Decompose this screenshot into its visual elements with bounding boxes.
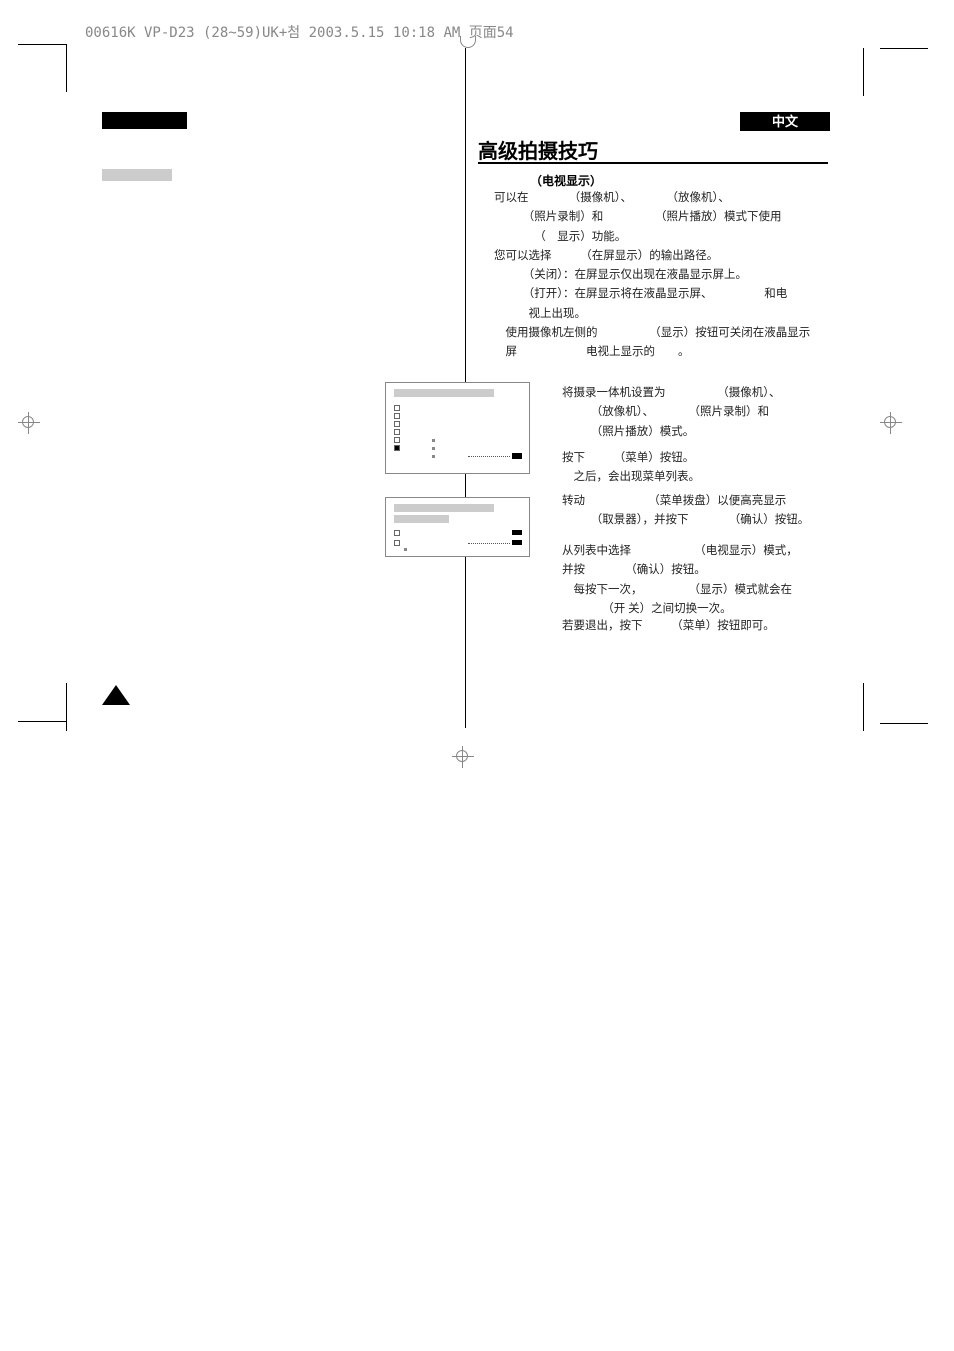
step-1: 将摄录一体机设置为 （摄像机）、 （放像机）、 （照片录制）和 （照片播放）模式… <box>562 385 824 443</box>
step-2: 按下 （菜单）按钮。 之后，会出现菜单列表。 <box>562 450 824 489</box>
text-line: 使用摄像机左侧的 （显示）按钮可关闭在液晶显示 <box>494 325 824 342</box>
title-underline <box>478 162 828 164</box>
crop-mark <box>880 723 928 724</box>
text-line: 将摄录一体机设置为 （摄像机）、 <box>562 385 824 402</box>
diagram-subheader-bar <box>394 515 449 523</box>
menu-diagram-1 <box>385 382 530 474</box>
print-header: 00616K VP-D23 (28~59)UK+첨 2003.5.15 10:1… <box>85 22 514 42</box>
text-line: 按下 （菜单）按钮。 <box>562 450 824 467</box>
dot-icon <box>432 447 435 450</box>
registration-mark-icon <box>18 412 40 434</box>
crop-mark <box>863 48 864 96</box>
crop-mark <box>66 44 67 92</box>
dot-icon <box>432 455 435 458</box>
page-title: 高级拍摄技巧 <box>478 135 598 164</box>
text-line: 可以在 （摄像机）、 （放像机）、 <box>494 190 824 207</box>
indicator-icon <box>512 453 522 459</box>
dot-icon <box>432 439 435 442</box>
step-3: 转动 （菜单拨盘）以便高亮显示 （取景器），并按下 （确认）按钮。 <box>562 493 824 532</box>
crop-mark <box>66 683 67 731</box>
indicator-icon <box>512 540 522 545</box>
text-line: 您可以选择 （在屏显示）的输出路径。 <box>494 248 824 265</box>
menu-item-icon <box>394 421 400 427</box>
menu-item-icon <box>394 413 400 419</box>
dotted-line <box>468 456 510 457</box>
menu-item-icon <box>394 405 400 411</box>
text-line: （放像机）、 （照片录制）和 <box>562 404 824 421</box>
text-line: （开 关）之间切换一次。 <box>562 601 824 618</box>
menu-item-icon <box>394 445 400 451</box>
dot-icon <box>404 548 407 551</box>
text-line: 并按 （确认）按钮。 <box>562 562 824 579</box>
text-line: （照片播放）模式。 <box>562 424 824 441</box>
crop-mark <box>18 721 66 722</box>
section-subtitle: （电视显示） <box>530 172 602 189</box>
text-line: （取景器），并按下 （确认）按钮。 <box>562 512 824 529</box>
text-line: 每按下一次， （显示）模式就会在 <box>562 582 824 599</box>
text-line: 若要退出，按下 （菜单）按钮即可。 <box>562 618 824 635</box>
registration-mark-icon <box>880 412 902 434</box>
header-marker-icon <box>460 36 476 48</box>
text-line: 转动 （菜单拨盘）以便高亮显示 <box>562 493 824 510</box>
crop-mark <box>880 48 928 49</box>
step-4: 从列表中选择 （电视显示）模式， 并按 （确认）按钮。 每按下一次， （显示）模… <box>562 543 824 620</box>
text-line: 屏 电视上显示的 。 <box>494 344 824 361</box>
menu-diagram-2 <box>385 497 530 557</box>
language-badge: 中文 <box>740 112 830 131</box>
page-number-marker-icon <box>102 685 130 705</box>
text-line: （关闭）：在屏显示仅出现在液晶显示屏上。 <box>494 267 824 284</box>
section-bar <box>102 112 187 129</box>
text-line: 从列表中选择 （电视显示）模式， <box>562 543 824 560</box>
text-line: 之后，会出现菜单列表。 <box>562 469 824 486</box>
diagram-header-bar <box>394 504 494 512</box>
dotted-line <box>468 543 510 544</box>
subsection-bar <box>102 169 172 181</box>
menu-item-icon <box>394 437 400 443</box>
menu-item-icon <box>394 429 400 435</box>
text-line: （ 显示）功能。 <box>494 229 824 246</box>
text-line: 视上出现。 <box>494 306 824 323</box>
registration-mark-icon <box>452 746 474 768</box>
indicator-icon <box>512 530 522 535</box>
menu-item-icon <box>394 530 400 536</box>
crop-mark <box>863 683 864 731</box>
diagram-header-bar <box>394 389 494 397</box>
text-line: （打开）：在屏显示将在液晶显示屏、 和电 <box>494 286 824 303</box>
text-line: （照片录制）和 （照片播放）模式下使用 <box>494 209 824 226</box>
menu-item-icon <box>394 540 400 546</box>
crop-mark <box>18 44 66 45</box>
intro-paragraph: 可以在 （摄像机）、 （放像机）、 （照片录制）和 （照片播放）模式下使用 （ … <box>494 190 824 363</box>
step-5: 若要退出，按下 （菜单）按钮即可。 <box>562 618 824 637</box>
